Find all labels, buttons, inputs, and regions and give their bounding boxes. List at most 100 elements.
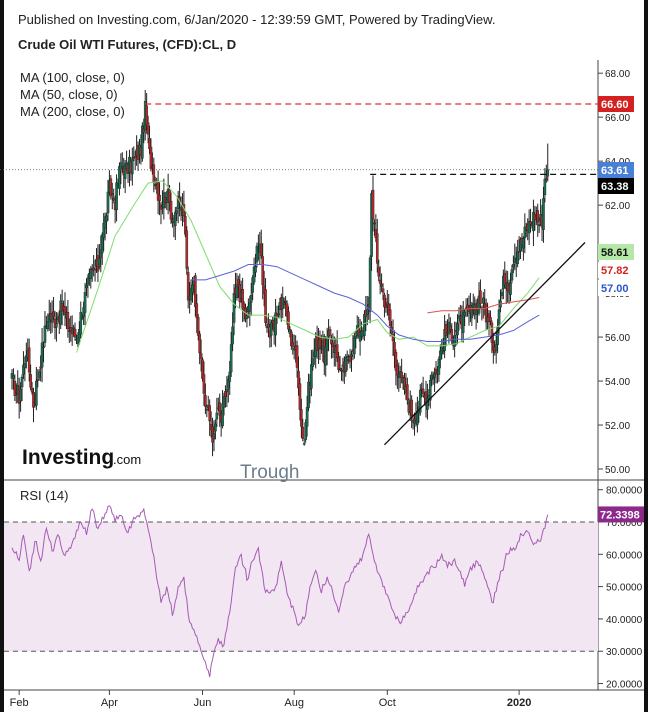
candle-body [185, 230, 189, 269]
candle-body [66, 312, 70, 329]
logo-suffix: .com [113, 452, 141, 467]
candle-body [105, 215, 108, 222]
candle-body [261, 256, 264, 285]
candle-body [494, 344, 498, 351]
rsi-tick-label: 40.0000 [606, 615, 643, 626]
candle-body [453, 335, 456, 347]
rsi-tick-label: 20.0000 [606, 680, 643, 691]
price-tag-label: 66.60 [601, 99, 629, 111]
legend-ma50: MA (50, close, 0) [20, 87, 118, 102]
x-tick-label: Oct [379, 697, 396, 709]
candle-body [301, 426, 305, 439]
candle-body [354, 336, 358, 339]
candle-body [232, 292, 236, 323]
candle-body [388, 309, 392, 326]
candle-body [79, 311, 83, 335]
candle-body [191, 284, 194, 293]
candle-body [450, 328, 454, 342]
candle-body [110, 193, 114, 195]
candle-body [224, 391, 227, 398]
candle-body [400, 371, 403, 378]
candle-body [441, 350, 445, 353]
price-tag-label: 58.61 [601, 247, 629, 259]
candle-body [52, 311, 55, 317]
candle-body [27, 347, 31, 373]
candle-body [325, 338, 329, 351]
candle-body [350, 354, 353, 357]
candle-body [371, 189, 375, 220]
candle-body [228, 371, 232, 382]
price-tick-label: 66.00 [605, 113, 630, 124]
candle-body [380, 284, 383, 287]
left-border [0, 0, 4, 712]
candle-body [437, 359, 441, 375]
price-tag-bg [598, 162, 634, 178]
candle-body [106, 191, 110, 214]
candle-body [241, 289, 244, 309]
rsi-label: RSI (14) [20, 488, 69, 503]
candle-body [214, 423, 217, 432]
candle-body [444, 324, 448, 336]
price-tag-bg [598, 178, 634, 194]
legend-ma200: MA (200, close, 0) [20, 104, 125, 119]
candle-body [40, 342, 44, 368]
candle-body [340, 369, 343, 372]
candle-body [198, 333, 201, 354]
candle-body [335, 344, 339, 359]
candle-body [13, 380, 17, 396]
rsi-tag-label: 72.3398 [600, 509, 640, 521]
x-tick-label: Jun [194, 697, 212, 709]
candle-body [175, 210, 179, 214]
candle-body [194, 275, 197, 307]
candle-body [80, 316, 84, 319]
candle-body [512, 264, 515, 268]
candle-body [328, 329, 332, 336]
candle-body [282, 302, 286, 305]
candle-body [222, 396, 226, 408]
candle-body [431, 377, 435, 379]
price-tag-label: 57.00 [601, 283, 629, 295]
candle-body [199, 353, 203, 359]
candle-body [229, 344, 233, 373]
candle-body [254, 266, 257, 273]
price-tick-label: 68.00 [605, 69, 630, 80]
candle-body [522, 238, 525, 249]
uptrend-line [383, 242, 586, 446]
candle-body [396, 365, 399, 376]
candle-body [231, 326, 234, 345]
candle-body [410, 399, 413, 417]
candle-body [338, 367, 342, 370]
candle-body [85, 285, 88, 289]
candle-body [70, 330, 74, 335]
candle-body [19, 389, 22, 402]
candle-body [373, 222, 376, 225]
candle-body [255, 245, 259, 263]
candle-body [204, 395, 207, 407]
candle-body [375, 233, 379, 264]
candle-body [195, 303, 199, 319]
x-tick-label: Feb [10, 697, 29, 709]
candle-body [537, 224, 541, 226]
candle-body [430, 374, 434, 381]
candle-body [277, 313, 280, 315]
candle-body [133, 156, 137, 158]
candle-body [131, 159, 134, 175]
candle-body [112, 198, 116, 201]
candle-body [43, 325, 47, 343]
candle-body [121, 165, 124, 168]
price-tag-label: 63.38 [601, 181, 629, 193]
candle-body [208, 405, 211, 422]
candle-body [353, 336, 356, 355]
rsi-tick-label: 80.0000 [606, 486, 643, 497]
candle-body [212, 433, 216, 440]
candle-body [381, 288, 385, 293]
candle-body [337, 356, 340, 370]
candle-body [123, 163, 127, 179]
price-tick-label: 56.00 [605, 333, 630, 344]
rsi-tick-label: 50.0000 [606, 583, 643, 594]
candle-body [35, 380, 38, 406]
price-tick-label: 54.00 [605, 377, 630, 388]
candle-body [368, 257, 372, 312]
